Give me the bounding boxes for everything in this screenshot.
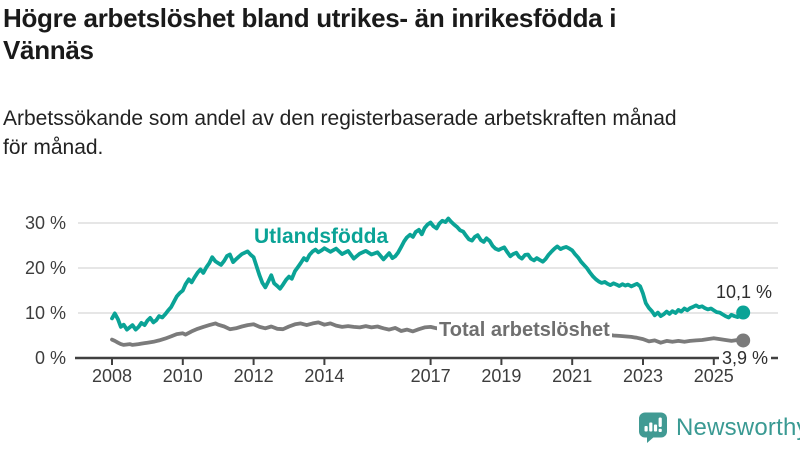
x-tick-label: 2012 (233, 366, 274, 386)
y-tick-label: 10 % (24, 303, 66, 323)
newsworthy-logo: Newsworthy (638, 411, 800, 444)
end-value-total-arbetsloshet: 3,9 % (719, 348, 772, 369)
x-tick-label: 2017 (410, 366, 451, 386)
chart-title: Högre arbetslöshet bland utrikes- än inr… (3, 3, 617, 65)
series-label-total-arbetsloshet: Total arbetslöshet (437, 318, 612, 342)
y-tick-label: 20 % (24, 258, 66, 278)
newsworthy-logo-text: Newsworthy (676, 413, 800, 441)
x-tick-label: 2010 (162, 366, 203, 386)
chart-subtitle: Arbetssökande som andel av den registerb… (3, 107, 677, 159)
x-tick-label: 2023 (622, 366, 664, 386)
series-label-utlandsfodda: Utlandsfödda (254, 225, 389, 248)
x-tick-label: 2019 (481, 366, 522, 386)
x-tick-label: 2008 (91, 366, 133, 386)
x-tick-label: 2014 (304, 366, 345, 386)
end-value-utlandsfodda: 10,1 % (715, 282, 772, 302)
y-tick-label: 30 % (24, 213, 66, 233)
newsworthy-speech-bubble-chart-icon (639, 412, 667, 443)
x-tick-label: 2021 (552, 366, 593, 386)
y-tick-label: 0 % (34, 348, 66, 368)
x-tick-label: 2025 (693, 366, 734, 386)
